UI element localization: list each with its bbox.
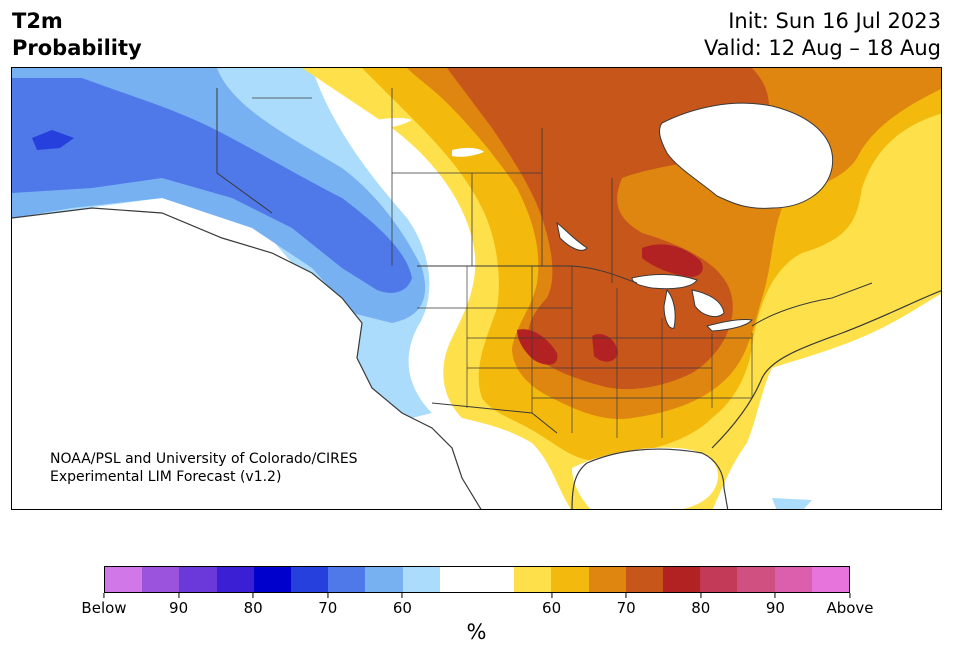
colorbar-cell bbox=[700, 567, 738, 592]
tick-label: Below bbox=[81, 599, 127, 617]
colorbar-tick: Below bbox=[81, 593, 127, 617]
great-lake-superior bbox=[631, 273, 698, 290]
colorbar-cell bbox=[291, 567, 329, 592]
credit-line-1: NOAA/PSL and University of Colorado/CIRE… bbox=[50, 451, 358, 467]
coastline bbox=[12, 207, 941, 509]
forecast-dates: Init: Sun 16 Jul 2023 Valid: 12 Aug – 18… bbox=[704, 8, 941, 62]
tick-label: 70 bbox=[318, 599, 338, 617]
colorbar-cell bbox=[625, 567, 664, 592]
tick-label: 80 bbox=[243, 599, 263, 617]
colorbar-cell bbox=[142, 567, 180, 592]
colorbar-ticks: Below 90 80 70 60 60 70 80 90 Above bbox=[81, 593, 874, 623]
caribbean-blue bbox=[772, 498, 812, 509]
tick-mark bbox=[625, 593, 627, 598]
great-slave-lake bbox=[362, 117, 412, 130]
colorbar-cell bbox=[774, 567, 812, 592]
tick-mark bbox=[849, 593, 851, 598]
colorbar-cell bbox=[588, 567, 626, 592]
tick-label: 70 bbox=[616, 599, 636, 617]
above-95-band-3 bbox=[592, 333, 618, 362]
tick-mark bbox=[774, 593, 776, 598]
colorbar-cell bbox=[365, 567, 403, 592]
colorbar-cell bbox=[737, 567, 775, 592]
tick-label: 90 bbox=[169, 599, 189, 617]
colorbar-cell bbox=[663, 567, 701, 592]
colorbar-tick: Above bbox=[826, 593, 874, 617]
map-canvas bbox=[12, 68, 941, 509]
colorbar-tick: 70 bbox=[318, 593, 337, 617]
map-credit: NOAA/PSL and University of Colorado/CIRE… bbox=[50, 450, 358, 486]
gulf-of-mexico bbox=[572, 447, 718, 509]
tick-mark bbox=[103, 593, 105, 598]
title-subtitle: Probability bbox=[12, 36, 142, 60]
province-lines bbox=[252, 88, 613, 283]
colorbar-cell bbox=[439, 567, 478, 592]
tick-mark bbox=[178, 593, 180, 598]
state-lines bbox=[417, 266, 753, 438]
colorbar-tick: 60 bbox=[393, 593, 412, 617]
colorbar-cell bbox=[811, 567, 850, 592]
colorbar-cell bbox=[105, 567, 143, 592]
colorbar bbox=[104, 566, 850, 593]
tick-label: 90 bbox=[765, 599, 785, 617]
colorbar-cell bbox=[216, 567, 254, 592]
valid-date: Valid: 12 Aug – 18 Aug bbox=[703, 36, 941, 60]
colorbar-tick: 90 bbox=[766, 593, 785, 617]
colorbar-cell bbox=[328, 567, 366, 592]
colorbar-tick: 90 bbox=[169, 593, 188, 617]
great-lake-huron bbox=[691, 289, 725, 317]
tick-label: 80 bbox=[691, 599, 711, 617]
pacific-ocean bbox=[12, 208, 481, 509]
above-95-band bbox=[642, 244, 703, 277]
init-date: Init: Sun 16 Jul 2023 bbox=[728, 9, 941, 33]
colorbar-unit: % bbox=[466, 620, 487, 644]
tick-label: 60 bbox=[392, 599, 412, 617]
colorbar-tick: 80 bbox=[244, 593, 263, 617]
alaska-border bbox=[216, 88, 273, 214]
credit-line-2: Experimental LIM Forecast (v1.2) bbox=[50, 469, 282, 485]
tick-mark bbox=[551, 593, 553, 598]
below-90-band bbox=[32, 130, 74, 150]
colorbar-tick: 80 bbox=[691, 593, 710, 617]
below-80-band bbox=[12, 78, 412, 293]
great-lake-michigan bbox=[663, 288, 676, 329]
tick-mark bbox=[252, 593, 254, 598]
atlantic-ocean bbox=[712, 294, 941, 509]
colorbar-tick: 70 bbox=[617, 593, 636, 617]
tick-mark bbox=[401, 593, 403, 598]
tick-label: 60 bbox=[542, 599, 562, 617]
probability-map: NOAA/PSL and University of Colorado/CIRE… bbox=[11, 67, 942, 510]
tick-mark bbox=[700, 593, 702, 598]
colorbar-tick: 60 bbox=[542, 593, 561, 617]
map-title: T2m Probability bbox=[12, 8, 142, 62]
great-lake-erie bbox=[706, 319, 753, 332]
colorbar-cell bbox=[402, 567, 440, 592]
tick-label: Above bbox=[826, 599, 874, 617]
us-mexico-border bbox=[431, 402, 558, 434]
title-variable: T2m bbox=[12, 9, 63, 33]
colorbar-cell bbox=[514, 567, 552, 592]
lake-winnipeg bbox=[556, 221, 588, 251]
hudson-bay bbox=[659, 102, 834, 209]
tick-mark bbox=[327, 593, 329, 598]
colorbar-cell bbox=[551, 567, 589, 592]
colorbar-cell bbox=[179, 567, 217, 592]
colorbar-cell bbox=[477, 567, 515, 592]
great-bear-lake bbox=[452, 147, 484, 157]
colorbar-cell bbox=[253, 567, 292, 592]
